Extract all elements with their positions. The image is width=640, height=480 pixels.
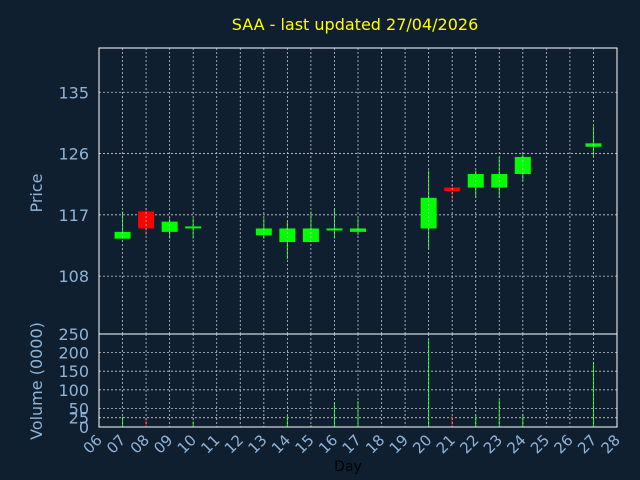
x-tick-label: 22: [456, 431, 482, 457]
x-tick-label: 24: [503, 431, 529, 457]
volume-tick-label: 200: [58, 344, 89, 363]
price-frame: [98, 47, 618, 335]
price-tick-label: 108: [58, 267, 89, 286]
x-tick-label: 10: [174, 431, 200, 457]
price-tick-label: 135: [58, 83, 89, 102]
price-tick-label: 126: [58, 145, 89, 164]
x-tick-label: 15: [292, 431, 318, 457]
x-tick-label: 07: [103, 431, 129, 457]
candle-body: [255, 228, 272, 236]
x-tick-label: 18: [362, 431, 388, 457]
x-tick-label: 09: [150, 431, 176, 457]
x-axis-label: Day: [334, 459, 362, 475]
x-tick-label: 12: [221, 431, 247, 457]
candle-body: [350, 228, 366, 232]
x-tick-label: 11: [197, 431, 223, 457]
x-tick-label: 16: [315, 431, 341, 457]
candle-body: [138, 211, 155, 229]
price-tick-label: 117: [58, 206, 89, 225]
x-tick-label: 13: [244, 431, 270, 457]
x-tick-label: 21: [433, 431, 459, 457]
x-tick-label: 26: [551, 431, 577, 457]
x-tick-label: 23: [480, 431, 506, 457]
x-tick-label: 27: [574, 431, 600, 457]
volume-tick-label: 100: [58, 381, 89, 400]
x-tick-label: 20: [409, 431, 435, 457]
x-tick-label: 19: [386, 431, 412, 457]
candle-body: [161, 221, 178, 232]
candle-body: [114, 231, 131, 239]
chart-title: SAA - last updated 27/04/2026: [232, 15, 479, 34]
x-tick-label: 28: [598, 431, 624, 457]
volume-axis-label: Volume (0000): [27, 322, 46, 440]
volume-tick-label: 250: [58, 325, 89, 344]
x-axis: 0607080910111213141516171819202122232425…: [80, 48, 624, 457]
x-tick-label: 25: [527, 431, 553, 457]
x-tick-label: 17: [339, 431, 365, 457]
candle-body: [279, 228, 296, 243]
price-axis-label: Price: [27, 173, 46, 212]
candle-body: [302, 228, 319, 243]
x-tick-label: 08: [127, 431, 153, 457]
x-tick-label: 14: [268, 431, 294, 457]
candle-body: [185, 226, 202, 229]
volume-tick-label: 50: [69, 399, 89, 418]
price-panel: 108 117 126 135: [58, 47, 618, 335]
volume-tick-label: 25: [69, 409, 89, 428]
volume-tick-label: 0: [79, 418, 89, 437]
volume-tick-label: 150: [58, 362, 89, 381]
